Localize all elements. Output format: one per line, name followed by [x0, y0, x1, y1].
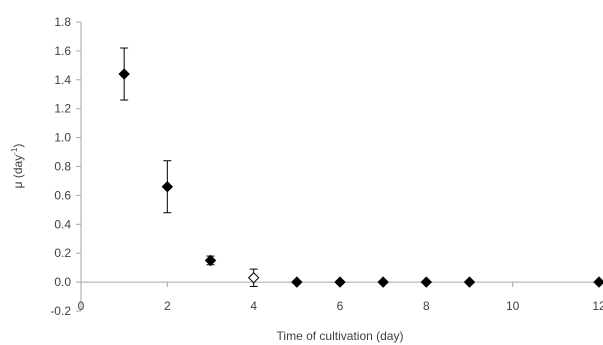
data-point-filled [204, 254, 217, 267]
x-tick-label: 10 [506, 299, 520, 313]
y-axis-title-sup: -1 [10, 147, 19, 155]
data-point-filled [593, 276, 603, 288]
data-point-filled [463, 276, 476, 288]
y-axis-title-main: μ (day [11, 155, 25, 189]
y-axis-title: μ (day-1) [10, 144, 25, 189]
y-tick-label: 1.0 [54, 131, 71, 145]
x-tick-label: 4 [250, 299, 257, 313]
y-tick-label: 0.6 [54, 188, 71, 202]
data-point-filled [291, 276, 303, 288]
data-point-filled [118, 68, 130, 80]
y-axis-title-close: ) [11, 144, 25, 148]
x-tick-label: 8 [423, 299, 430, 313]
data-point-filled [420, 276, 433, 288]
x-tick-label: 0 [78, 299, 85, 313]
y-tick-label: 0.2 [54, 246, 71, 260]
x-axis-title: Time of cultivation (day) [277, 329, 404, 343]
y-tick-label: 1.8 [54, 15, 71, 29]
data-points [118, 47, 603, 288]
x-tick-label: 12 [592, 299, 603, 313]
y-tick-label: 0.8 [54, 160, 71, 174]
data-point-filled [161, 181, 174, 193]
data-point-filled [377, 276, 389, 288]
y-axis: -0.2 0.0 0.2 0.4 0.6 0.8 1.0 1.2 1.4 1.6 1.8 [50, 15, 82, 318]
y-tick-label: 0.0 [54, 275, 71, 289]
y-tick-label: -0.2 [50, 304, 71, 318]
y-tick-label: 1.4 [54, 73, 71, 87]
data-point-open [247, 272, 260, 284]
data-point-filled [334, 276, 346, 288]
x-tick-label: 6 [337, 299, 344, 313]
y-tick-label: 1.2 [54, 102, 71, 116]
y-tick-label: 1.6 [54, 44, 71, 58]
y-tick-label: 0.4 [54, 217, 71, 231]
x-tick-label: 2 [164, 299, 171, 313]
